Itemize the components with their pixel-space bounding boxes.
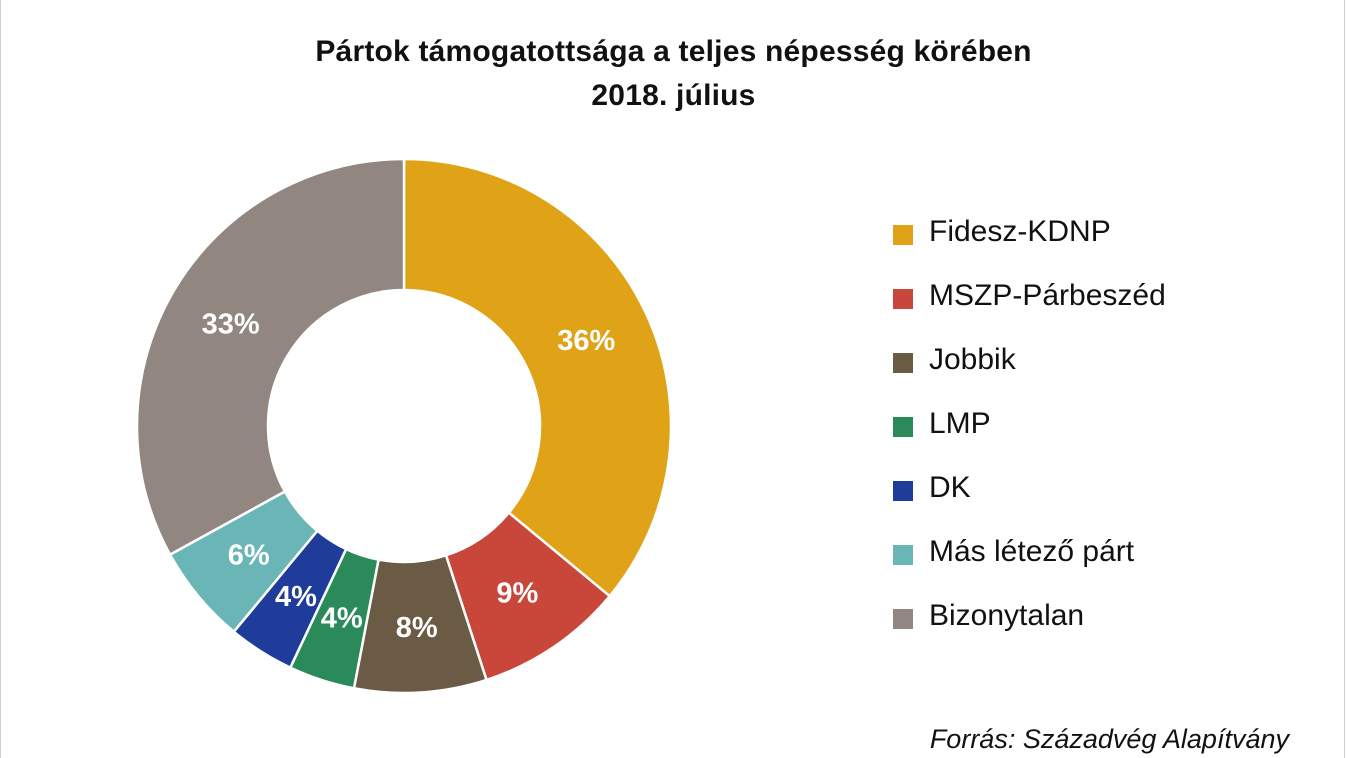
legend-label: Más létező párt: [929, 535, 1135, 568]
slice-label-fidesz-kdnp: 36%: [557, 325, 615, 357]
legend-item: DK: [893, 468, 1166, 532]
legend-item: Jobbik: [893, 340, 1166, 404]
slice-bizonytalan: [135, 157, 406, 557]
legend-item: LMP: [893, 404, 1166, 468]
source-note: Forrás: Századvég Alapítvány: [929, 724, 1289, 754]
legend-item: Bizonytalan: [893, 596, 1166, 660]
legend-swatch: [893, 481, 913, 501]
legend-label: MSZP-Párbeszéd: [929, 279, 1166, 312]
chart-legend: Fidesz-KDNP MSZP-Párbeszéd Jobbik LMP DK Más …: [893, 212, 1166, 660]
legend-label: Fidesz-KDNP: [929, 215, 1111, 248]
slice-label-lmp: 4%: [321, 603, 363, 635]
slice-fidesz-kdnp: [402, 157, 673, 598]
chart-title: Pártok támogatottsága a teljes népesség …: [0, 30, 1347, 118]
slice-label-dk: 4%: [275, 581, 317, 613]
legend-label: DK: [929, 471, 971, 504]
legend-swatch: [893, 353, 913, 373]
legend-label: Bizonytalan: [929, 599, 1085, 632]
legend-label: LMP: [929, 407, 991, 440]
legend-item: MSZP-Párbeszéd: [893, 276, 1166, 340]
legend-item: Fidesz-KDNP: [893, 212, 1166, 276]
chart-title-line-2: 2018. július: [591, 79, 756, 112]
legend-swatch: [893, 417, 913, 437]
slice-label-m-s-l-tez-p-rt: 6%: [228, 539, 270, 571]
slice-label-jobbik: 8%: [396, 612, 438, 644]
chart-title-line-1: Pártok támogatottsága a teljes népesség …: [315, 35, 1032, 68]
legend-swatch: [893, 225, 913, 245]
legend-swatch: [893, 545, 913, 565]
legend-swatch: [893, 289, 913, 309]
slice-label-bizonytalan: 33%: [202, 308, 260, 340]
legend-item: Más létező párt: [893, 532, 1166, 596]
legend-swatch: [893, 609, 913, 629]
legend-label: Jobbik: [929, 343, 1016, 376]
slice-label-mszp-p-rbesz-d: 9%: [496, 578, 538, 610]
